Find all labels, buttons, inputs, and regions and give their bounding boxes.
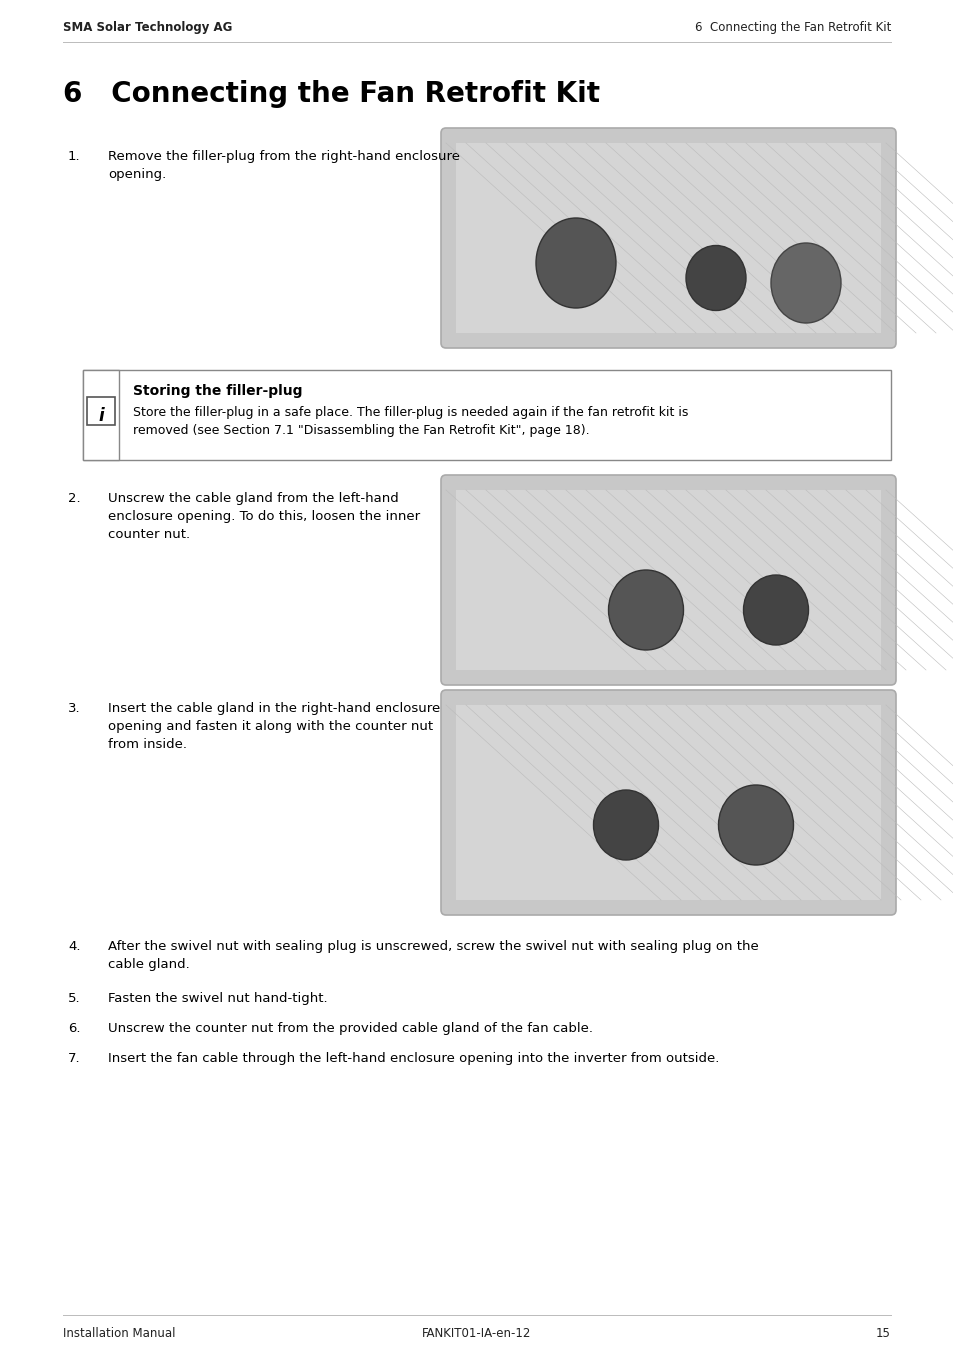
- Bar: [87, 397, 115, 425]
- Ellipse shape: [608, 571, 682, 650]
- Text: FANKIT01-IA-en-12: FANKIT01-IA-en-12: [422, 1328, 531, 1340]
- Text: After the swivel nut with sealing plug is unscrewed, screw the swivel nut with s: After the swivel nut with sealing plug i…: [108, 940, 758, 953]
- Text: 5.: 5.: [68, 992, 81, 1005]
- Text: cable gland.: cable gland.: [108, 959, 190, 971]
- Text: Insert the cable gland in the right-hand enclosure: Insert the cable gland in the right-hand…: [108, 702, 439, 715]
- Text: Installation Manual: Installation Manual: [63, 1328, 175, 1340]
- Text: Fasten the swivel nut hand-tight.: Fasten the swivel nut hand-tight.: [108, 992, 327, 1005]
- Bar: [456, 143, 880, 333]
- Text: 1.: 1.: [68, 150, 81, 164]
- Text: removed (see Section 7.1 "Disassembling the Fan Retrofit Kit", page 18).: removed (see Section 7.1 "Disassembling …: [132, 425, 589, 437]
- Text: Storing the filler-plug: Storing the filler-plug: [132, 384, 302, 397]
- Ellipse shape: [593, 790, 658, 860]
- Ellipse shape: [685, 246, 745, 311]
- Text: Insert the fan cable through the left-hand enclosure opening into the inverter f: Insert the fan cable through the left-ha…: [108, 1052, 719, 1065]
- FancyBboxPatch shape: [440, 690, 895, 915]
- Bar: [83, 370, 890, 460]
- Text: Store the filler-plug in a safe place. The filler-plug is needed again if the fa: Store the filler-plug in a safe place. T…: [132, 406, 688, 419]
- Text: 3.: 3.: [68, 702, 81, 715]
- Text: 15: 15: [875, 1328, 890, 1340]
- Text: 7.: 7.: [68, 1052, 81, 1065]
- FancyBboxPatch shape: [440, 475, 895, 685]
- Text: 2.: 2.: [68, 492, 81, 506]
- FancyBboxPatch shape: [440, 128, 895, 347]
- Text: 6.: 6.: [68, 1022, 80, 1036]
- Bar: [456, 489, 880, 671]
- Text: Unscrew the counter nut from the provided cable gland of the fan cable.: Unscrew the counter nut from the provide…: [108, 1022, 593, 1036]
- Text: from inside.: from inside.: [108, 738, 187, 750]
- Text: 6   Connecting the Fan Retrofit Kit: 6 Connecting the Fan Retrofit Kit: [63, 80, 599, 108]
- Text: opening.: opening.: [108, 168, 166, 181]
- Ellipse shape: [770, 243, 841, 323]
- Bar: [456, 704, 880, 900]
- Text: 6  Connecting the Fan Retrofit Kit: 6 Connecting the Fan Retrofit Kit: [694, 22, 890, 34]
- Text: SMA Solar Technology AG: SMA Solar Technology AG: [63, 22, 233, 34]
- Ellipse shape: [536, 218, 616, 308]
- Text: i: i: [98, 407, 104, 425]
- Text: counter nut.: counter nut.: [108, 529, 190, 541]
- Ellipse shape: [718, 786, 793, 865]
- Text: 4.: 4.: [68, 940, 80, 953]
- Text: enclosure opening. To do this, loosen the inner: enclosure opening. To do this, loosen th…: [108, 510, 419, 523]
- Text: Unscrew the cable gland from the left-hand: Unscrew the cable gland from the left-ha…: [108, 492, 398, 506]
- Bar: [83, 370, 119, 460]
- Text: Remove the filler-plug from the right-hand enclosure: Remove the filler-plug from the right-ha…: [108, 150, 459, 164]
- Text: opening and fasten it along with the counter nut: opening and fasten it along with the cou…: [108, 721, 433, 733]
- Ellipse shape: [742, 575, 807, 645]
